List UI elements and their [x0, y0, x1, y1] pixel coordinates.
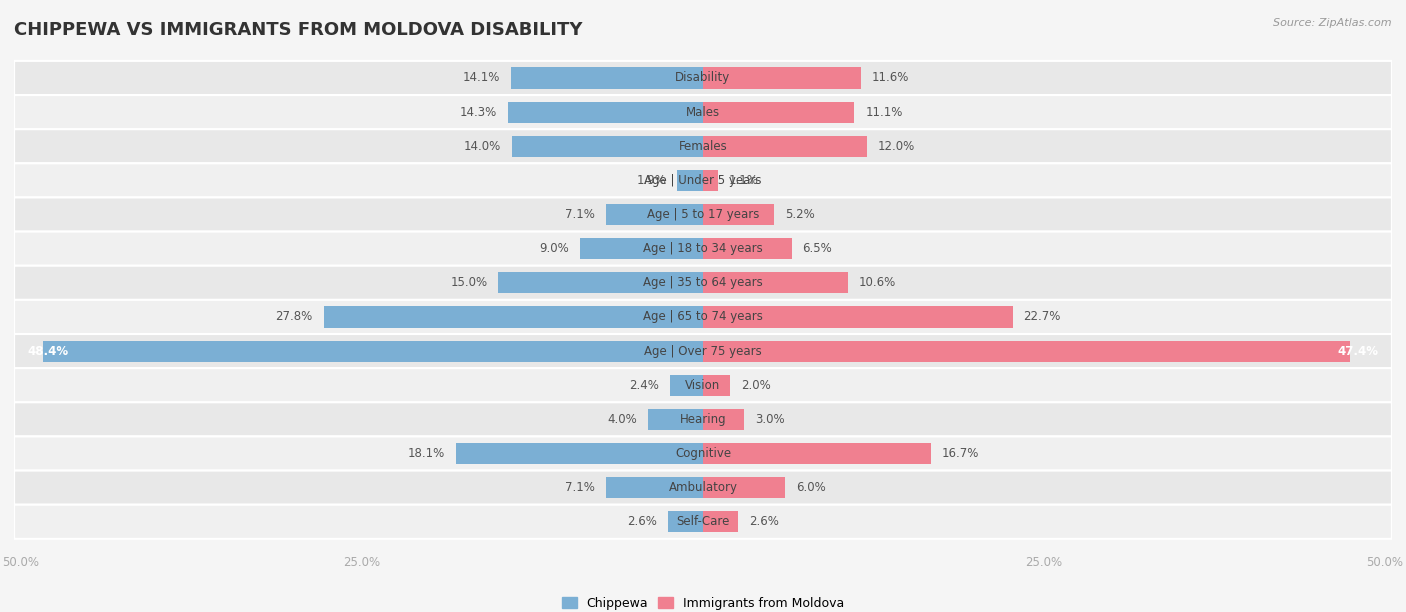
Bar	[703, 136, 866, 157]
Text: Ambulatory: Ambulatory	[668, 481, 738, 494]
Text: 27.8%: 27.8%	[276, 310, 312, 324]
Bar	[703, 238, 792, 259]
Text: 2.6%: 2.6%	[749, 515, 779, 528]
Text: 14.0%: 14.0%	[464, 140, 501, 153]
Text: 14.3%: 14.3%	[460, 106, 496, 119]
FancyBboxPatch shape	[14, 334, 1392, 368]
FancyBboxPatch shape	[14, 505, 1392, 539]
Text: 18.1%: 18.1%	[408, 447, 446, 460]
Bar	[703, 67, 862, 89]
Text: 7.1%: 7.1%	[565, 481, 595, 494]
Bar	[510, 67, 703, 89]
Bar	[498, 272, 703, 293]
FancyBboxPatch shape	[14, 231, 1392, 266]
FancyBboxPatch shape	[14, 266, 1392, 300]
Bar	[703, 272, 848, 293]
Text: Source: ZipAtlas.com: Source: ZipAtlas.com	[1274, 18, 1392, 28]
Text: 1.1%: 1.1%	[728, 174, 759, 187]
Text: 16.7%: 16.7%	[942, 447, 979, 460]
FancyBboxPatch shape	[14, 163, 1392, 198]
FancyBboxPatch shape	[14, 300, 1392, 334]
Bar	[703, 511, 738, 532]
Text: Males: Males	[686, 106, 720, 119]
Text: Self-Care: Self-Care	[676, 515, 730, 528]
Text: Age | Under 5 years: Age | Under 5 years	[644, 174, 762, 187]
Text: 22.7%: 22.7%	[1024, 310, 1062, 324]
Bar	[456, 443, 703, 464]
Text: Age | 65 to 74 years: Age | 65 to 74 years	[643, 310, 763, 324]
Text: 7.1%: 7.1%	[565, 208, 595, 221]
Text: 2.4%: 2.4%	[630, 379, 659, 392]
Bar	[648, 409, 703, 430]
Text: 11.1%: 11.1%	[865, 106, 903, 119]
Text: Cognitive: Cognitive	[675, 447, 731, 460]
Bar	[703, 204, 773, 225]
Text: Age | 35 to 64 years: Age | 35 to 64 years	[643, 276, 763, 289]
FancyBboxPatch shape	[14, 61, 1392, 95]
Text: 10.6%: 10.6%	[859, 276, 896, 289]
Text: 2.6%: 2.6%	[627, 515, 657, 528]
Bar	[703, 409, 744, 430]
Bar	[512, 136, 703, 157]
Bar	[703, 170, 718, 191]
FancyBboxPatch shape	[14, 95, 1392, 129]
Bar	[581, 238, 703, 259]
Text: 12.0%: 12.0%	[877, 140, 915, 153]
Text: 6.5%: 6.5%	[803, 242, 832, 255]
FancyBboxPatch shape	[14, 368, 1392, 402]
Text: Age | 5 to 17 years: Age | 5 to 17 years	[647, 208, 759, 221]
Bar	[671, 375, 703, 396]
FancyBboxPatch shape	[14, 198, 1392, 231]
FancyBboxPatch shape	[14, 471, 1392, 505]
Text: 6.0%: 6.0%	[796, 481, 825, 494]
Text: 5.2%: 5.2%	[785, 208, 814, 221]
Text: 3.0%: 3.0%	[755, 413, 785, 426]
Text: Vision: Vision	[685, 379, 721, 392]
Text: 11.6%: 11.6%	[872, 72, 910, 84]
Text: Age | 18 to 34 years: Age | 18 to 34 years	[643, 242, 763, 255]
Text: 48.4%: 48.4%	[28, 345, 69, 357]
Text: 4.0%: 4.0%	[607, 413, 637, 426]
Bar	[703, 102, 855, 122]
Bar	[703, 340, 1350, 362]
Text: 47.4%: 47.4%	[1337, 345, 1378, 357]
Bar	[703, 443, 931, 464]
Bar	[42, 340, 703, 362]
Bar	[668, 511, 703, 532]
Text: Disability: Disability	[675, 72, 731, 84]
Text: Females: Females	[679, 140, 727, 153]
Text: Hearing: Hearing	[679, 413, 727, 426]
Text: 15.0%: 15.0%	[450, 276, 488, 289]
Bar	[703, 307, 1012, 327]
Legend: Chippewa, Immigrants from Moldova: Chippewa, Immigrants from Moldova	[557, 592, 849, 612]
Text: 1.9%: 1.9%	[637, 174, 666, 187]
Text: Age | Over 75 years: Age | Over 75 years	[644, 345, 762, 357]
Bar	[606, 204, 703, 225]
Text: CHIPPEWA VS IMMIGRANTS FROM MOLDOVA DISABILITY: CHIPPEWA VS IMMIGRANTS FROM MOLDOVA DISA…	[14, 21, 582, 39]
Bar	[703, 375, 730, 396]
FancyBboxPatch shape	[14, 129, 1392, 163]
Text: 2.0%: 2.0%	[741, 379, 770, 392]
Bar	[606, 477, 703, 498]
Text: 9.0%: 9.0%	[540, 242, 569, 255]
Bar	[678, 170, 703, 191]
Bar	[323, 307, 703, 327]
Bar	[703, 477, 785, 498]
Bar	[508, 102, 703, 122]
FancyBboxPatch shape	[14, 402, 1392, 436]
FancyBboxPatch shape	[14, 436, 1392, 471]
Text: 14.1%: 14.1%	[463, 72, 499, 84]
